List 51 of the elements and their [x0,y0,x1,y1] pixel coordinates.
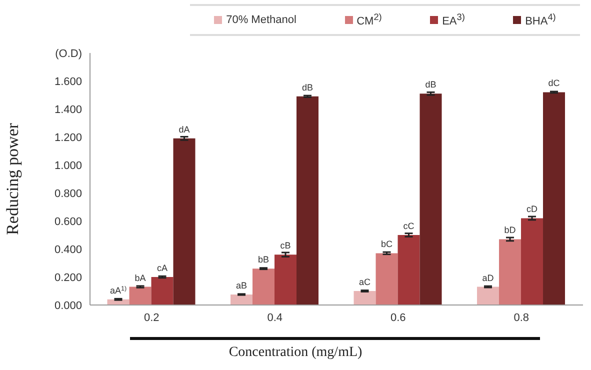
annotation: bC [380,239,394,250]
x-tick-label: 0.2 [144,312,160,324]
bar [376,253,398,305]
legend-label: BHA$^{4)}$ [525,12,556,28]
y-tick-label: 1.600 [54,76,82,88]
y-tick-label: 1.400 [54,104,82,116]
annotation: aC [358,277,372,287]
y-tick-label: 1.200 [54,132,82,144]
y-tick-label: (O.D) [55,48,82,60]
x-tick-label: 0.6 [390,312,406,324]
bar [129,286,152,305]
y-tick-label: 0.600 [54,216,82,228]
bar [477,286,500,305]
bar [521,218,544,305]
annotation: dC [548,78,560,88]
legend-label: 70% Methanol [226,14,296,26]
bar [230,294,253,305]
annotation: aB [236,280,248,290]
x-tick-label: 0.8 [514,312,530,324]
legend-label: CM$^{2)}$ [356,12,382,28]
bar [252,268,275,305]
bar [151,277,174,305]
bar [398,235,420,305]
bar [354,291,376,305]
bar [173,138,196,305]
annotation: cD [526,204,538,214]
y-tick-label: 0.200 [54,272,82,284]
bar [499,239,522,305]
annotation: bD [504,225,516,236]
y-tick-label: 0.400 [54,244,82,256]
bar [274,254,297,305]
annotation: aD [482,272,494,283]
annotation: bA [134,272,146,283]
annotation: cC [403,221,415,231]
bar [420,94,442,305]
y-tick-label: 1.000 [54,160,82,172]
annotation: dB [302,82,314,92]
bar [543,92,566,305]
y-axis-title: Reducing power [3,122,22,235]
annotation: aA$^{1)}$ [110,284,127,296]
y-tick-label: 0.000 [54,300,82,312]
annotation: dA [178,124,190,134]
bar [296,96,319,305]
x-tick-label: 0.4 [267,312,283,324]
legend-label: EA$^{3)}$ [442,12,465,28]
annotation: cA [156,263,168,273]
annotation: bB [258,254,270,265]
annotation: dB [425,80,436,90]
y-tick-label: 0.800 [54,188,82,200]
x-axis-title: Concentration (mg/mL) [228,345,364,361]
annotation: cB [280,240,291,251]
